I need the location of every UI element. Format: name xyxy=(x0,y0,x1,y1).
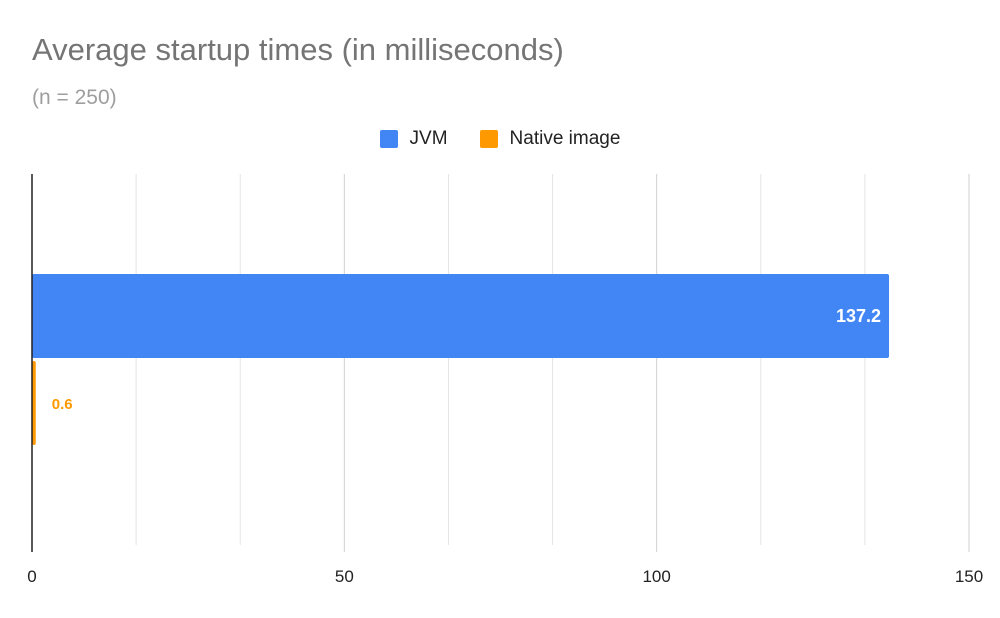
chart-legend: JVM Native image xyxy=(0,128,1000,150)
data-label-jvm: 137.2 xyxy=(836,306,881,326)
legend-swatch-jvm xyxy=(379,130,398,148)
chart-subtitle: (n = 250) xyxy=(32,86,117,109)
legend-label-native-image: Native image xyxy=(509,128,621,149)
legend-label-jvm: JVM xyxy=(409,128,448,149)
x-tick-label: 50 xyxy=(335,567,354,586)
chart-title: Average startup times (in milliseconds) xyxy=(32,32,564,67)
legend-item-jvm[interactable]: JVM xyxy=(379,128,448,150)
x-tick-label: 100 xyxy=(642,567,670,586)
legend-item-native-image[interactable]: Native image xyxy=(479,128,621,150)
x-tick-label: 0 xyxy=(27,567,36,586)
legend-swatch-native-image xyxy=(479,130,498,148)
data-label-native-image: 0.6 xyxy=(52,396,73,413)
bar-native-image xyxy=(32,361,36,445)
x-tick-label: 150 xyxy=(955,567,983,586)
bar-jvm xyxy=(32,274,890,358)
